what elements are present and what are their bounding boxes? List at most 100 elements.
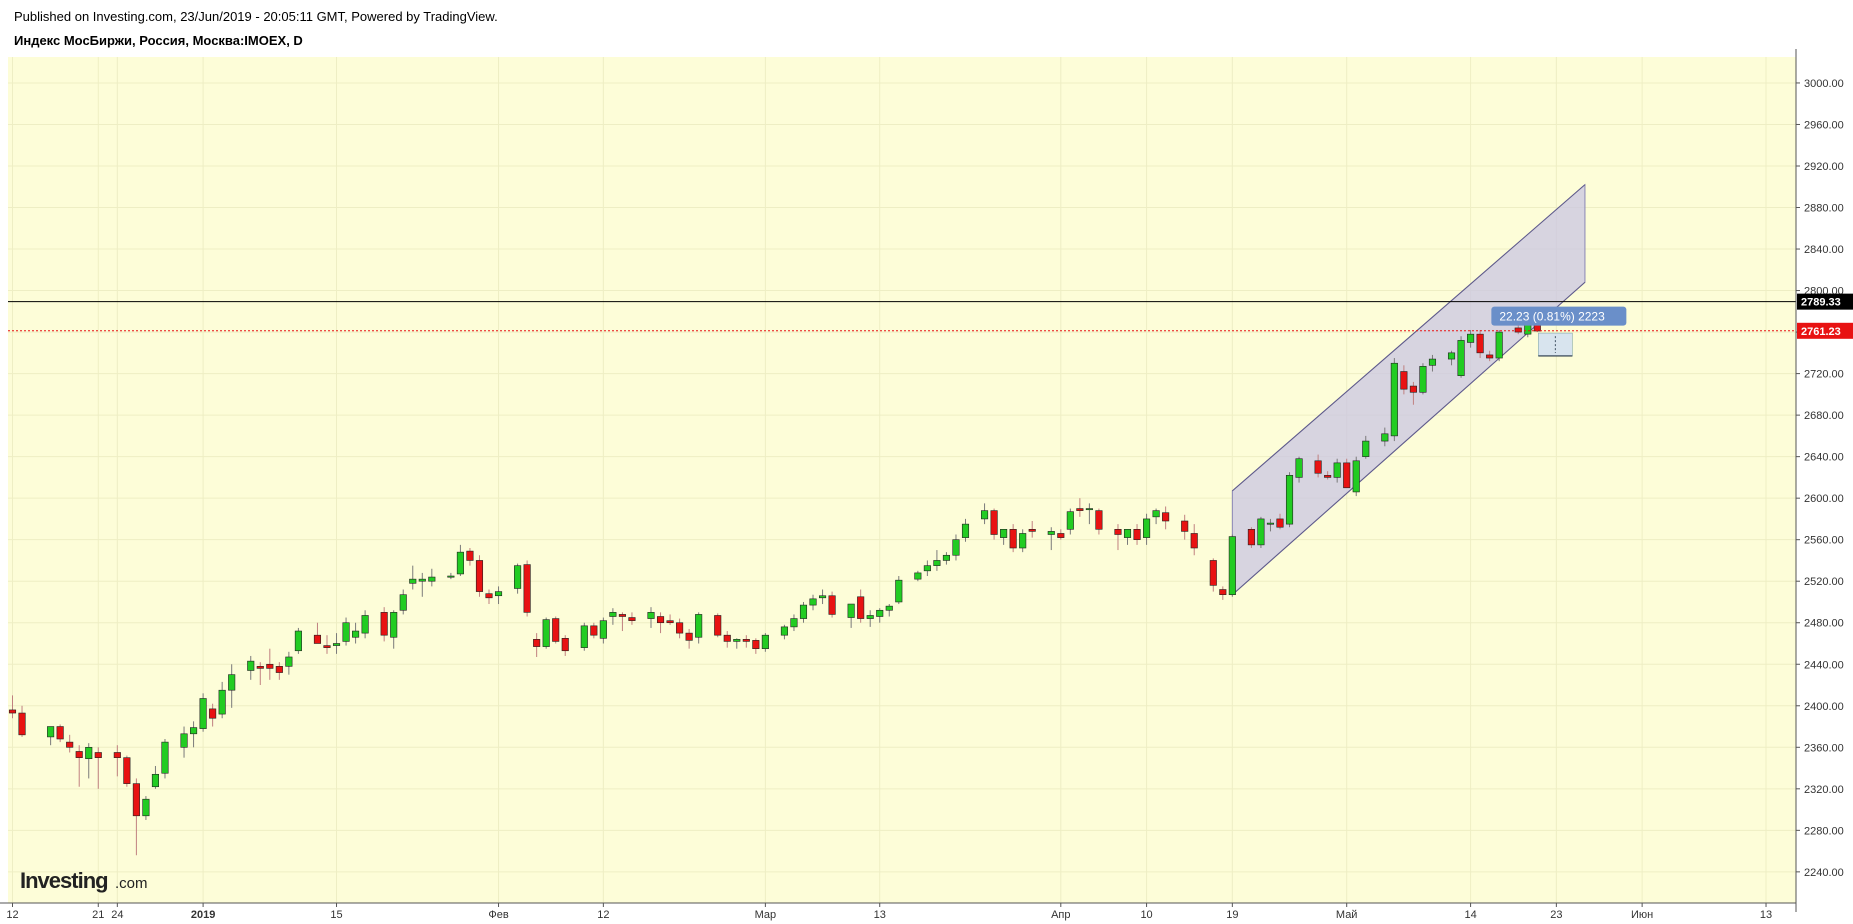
candle-down[interactable] [1314, 454, 1322, 478]
candle-up[interactable] [399, 589, 407, 615]
candle-down[interactable] [561, 635, 569, 656]
candle-up[interactable] [1257, 516, 1265, 548]
candle-down[interactable] [523, 560, 531, 617]
candle-down[interactable] [256, 662, 264, 686]
candle-down[interactable] [676, 618, 684, 639]
candle-up[interactable] [780, 624, 788, 640]
candle-up[interactable] [847, 603, 855, 628]
candle-down[interactable] [113, 745, 121, 777]
candle-up[interactable] [695, 612, 703, 644]
candle-up[interactable] [428, 568, 436, 587]
candle-down[interactable] [313, 622, 322, 644]
candle-down[interactable] [666, 614, 674, 625]
candle-up[interactable] [733, 638, 741, 649]
candle-down[interactable] [380, 607, 388, 642]
candle-down[interactable] [1324, 471, 1332, 480]
candle-down[interactable] [723, 631, 731, 648]
candle-up[interactable] [818, 589, 827, 605]
candle-down[interactable] [1486, 350, 1494, 362]
candle-up[interactable] [876, 608, 884, 623]
candle-up[interactable] [1085, 503, 1093, 525]
candle-down[interactable] [1095, 508, 1103, 535]
candle-down[interactable] [123, 755, 131, 787]
candle-up[interactable] [285, 651, 293, 675]
price-label-2789[interactable]: 2789.33 [1797, 293, 1853, 310]
candle-down[interactable] [1133, 524, 1141, 545]
candle-down[interactable] [56, 724, 64, 743]
candle-up[interactable] [1428, 354, 1437, 372]
plot-area[interactable] [8, 57, 1796, 903]
candle-up[interactable] [1467, 330, 1475, 348]
candle-down[interactable] [533, 633, 541, 657]
candle-up[interactable] [247, 655, 255, 680]
candle-up[interactable] [142, 796, 150, 820]
candle-up[interactable] [161, 738, 169, 779]
candle-down[interactable] [714, 613, 722, 638]
candle-down[interactable] [552, 616, 560, 644]
candle-down[interactable] [1219, 586, 1227, 600]
candle-down[interactable] [1476, 330, 1484, 359]
candle-down[interactable] [8, 695, 17, 719]
candle-down[interactable] [1057, 529, 1065, 540]
candle-up[interactable] [1447, 350, 1456, 366]
candle-up[interactable] [218, 681, 226, 719]
candle-up[interactable] [923, 560, 931, 577]
candle-up[interactable] [151, 765, 159, 789]
candle-down[interactable] [485, 589, 493, 605]
candle-up[interactable] [885, 604, 893, 617]
candle-down[interactable] [75, 745, 83, 787]
candle-up[interactable] [190, 721, 198, 748]
candle-up[interactable] [1123, 529, 1132, 545]
candle-down[interactable] [752, 638, 760, 654]
candle-down[interactable] [94, 747, 102, 789]
candle-up[interactable] [456, 544, 464, 577]
candle-down[interactable] [857, 589, 865, 623]
candle-up[interactable] [1228, 534, 1236, 597]
candle-up[interactable] [952, 534, 960, 561]
candle-down[interactable] [209, 703, 217, 727]
candle-down[interactable] [828, 591, 836, 618]
price-axis[interactable]: 2240.00 2280.00 2320.00 2360.00 2400.00 2440.… [1795, 49, 1853, 912]
candle-down[interactable] [742, 635, 750, 648]
candle-up[interactable] [942, 552, 950, 565]
candle-up[interactable] [790, 614, 798, 632]
candle-up[interactable] [228, 664, 236, 708]
candle-up[interactable] [1457, 336, 1465, 378]
candle-up[interactable] [1152, 508, 1160, 525]
candle-up[interactable] [933, 550, 941, 571]
candle-up[interactable] [1390, 358, 1398, 442]
candle-down[interactable] [1190, 524, 1198, 556]
candle-up[interactable] [1019, 529, 1027, 553]
candle-up[interactable] [866, 610, 874, 627]
candle-up[interactable] [647, 607, 655, 628]
candle-up[interactable] [199, 693, 207, 732]
candle-up[interactable] [1419, 363, 1427, 395]
candle-up[interactable] [409, 565, 417, 590]
candle-down[interactable] [1028, 521, 1036, 538]
candle-down[interactable] [466, 547, 474, 566]
candle-down[interactable] [1247, 527, 1255, 548]
candle-up[interactable] [542, 617, 550, 649]
candle-down[interactable] [1009, 524, 1017, 553]
candle-up[interactable] [1266, 518, 1275, 532]
candle-down[interactable] [656, 612, 665, 634]
candle-up[interactable] [799, 601, 808, 623]
time-axis[interactable]: 12 21 24 2019 15 Фев 12 Мар 13 Апр 10 19 Май 14 23 Июн 1… [0, 902, 1853, 921]
candle-up[interactable] [1000, 529, 1008, 545]
candle-up[interactable] [809, 594, 817, 611]
candle-down[interactable] [18, 705, 26, 737]
candle-down[interactable] [685, 628, 693, 649]
candle-down[interactable] [590, 622, 598, 639]
measure-tooltip[interactable]: 22.23 (0.81%) 2223 [1491, 306, 1627, 326]
candle-down[interactable] [66, 734, 74, 753]
candle-down[interactable] [1276, 513, 1284, 530]
candle-up[interactable] [361, 610, 369, 639]
candle-down[interactable] [1409, 381, 1417, 405]
candle-down[interactable] [1209, 558, 1217, 592]
candle-up[interactable] [1352, 456, 1360, 497]
candle-up[interactable] [761, 633, 769, 652]
last-price-label[interactable]: 2761.23 [1797, 322, 1853, 339]
candle-up[interactable] [1495, 330, 1503, 362]
candle-up[interactable] [418, 572, 426, 597]
